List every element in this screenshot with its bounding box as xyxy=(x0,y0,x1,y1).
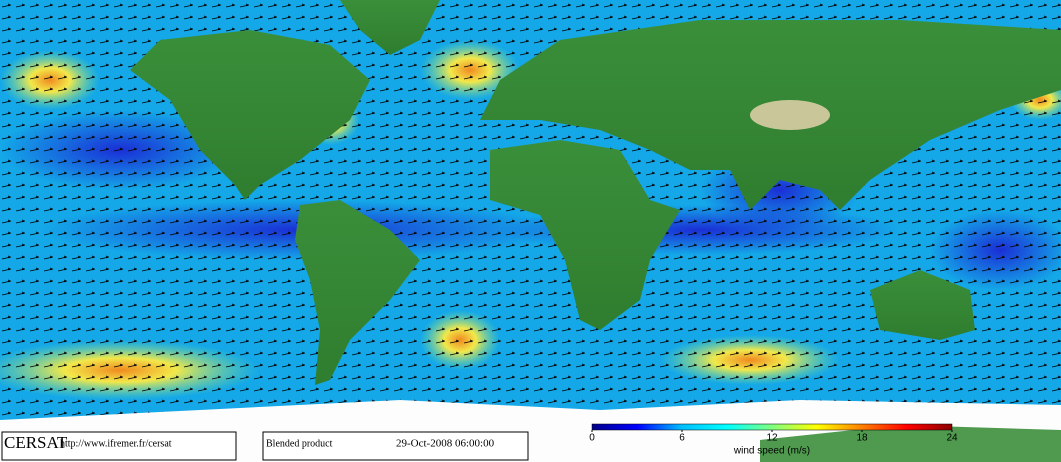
tick-label: 18 xyxy=(856,433,868,444)
footer: CERSAT http://www.ifremer.fr/cersat Blen… xyxy=(1,431,529,461)
url: http://www.ifremer.fr/cersat xyxy=(60,438,172,449)
antarctica-land xyxy=(760,425,1061,462)
tick-label: 24 xyxy=(946,433,958,444)
land xyxy=(130,0,1061,385)
product: Blended product xyxy=(266,438,333,449)
colorbar-label: wind speed (m/s) xyxy=(733,446,810,457)
timestamp: 29-Oct-2008 06:00:00 xyxy=(396,438,495,450)
footer-box xyxy=(1,431,237,461)
tick-label: 12 xyxy=(766,433,778,444)
footer-box xyxy=(262,431,529,461)
logo: CERSAT xyxy=(4,433,68,452)
tick-label: 6 xyxy=(679,433,685,444)
colorbar-scale xyxy=(591,423,953,431)
tick-label: 0 xyxy=(589,433,595,444)
colorbar: wind speed (m/s) 0 6 12 18 24 xyxy=(589,423,958,457)
